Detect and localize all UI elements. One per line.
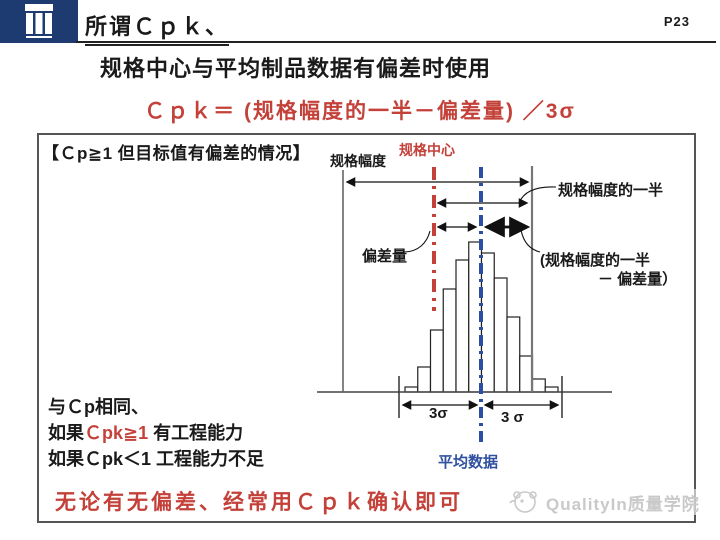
mean-data-label: 平均数据: [438, 454, 499, 471]
watermark: QualityIn质量学院: [504, 489, 703, 515]
note-line2: 如果Ｃpk≧1 有工程能力: [48, 420, 264, 446]
note-line2-prefix: 如果: [48, 423, 84, 443]
half-minus-deviation-label-line2: － 偏差量）: [598, 271, 678, 288]
page-number: P23: [663, 14, 690, 29]
half-minus-deviation-label-line1: (规格幅度的一半: [540, 252, 650, 269]
note-line3: 如果Ｃpk＜1 工程能力不足: [48, 449, 265, 469]
header-divider: [76, 41, 716, 43]
three-sigma-right-label: 3 σ: [501, 409, 524, 426]
cpk-formula: Ｃｐｋ＝ (规格幅度的一半－偏差量) ／3σ: [144, 100, 576, 123]
company-logo: [0, 0, 78, 43]
capability-notes: 与Ｃp相同、 如果Ｃpk≧1 有工程能力 如果Ｃpk＜1 工程能力不足: [48, 394, 264, 472]
spec-width-label: 规格幅度: [330, 153, 386, 169]
spec-center-label: 规格中心: [399, 142, 455, 158]
note-line1: 与Ｃp相同、: [48, 397, 149, 417]
watermark-text: QualityIn质量学院: [546, 494, 700, 514]
building-columns-icon: [25, 4, 53, 38]
page-title: 所谓Ｃｐｋ、: [85, 9, 230, 46]
case-condition-label: 【Ｃp≧1 但目标值有偏差的情况】: [42, 144, 311, 163]
three-sigma-left-label: 3σ: [429, 405, 448, 422]
diagram-frame: [37, 133, 696, 523]
conclusion-text: 无论有无偏差、经常用Ｃｐｋ确认即可: [55, 491, 463, 514]
deviation-label: 偏差量: [362, 248, 408, 265]
slide-subtitle: 规格中心与平均制品数据有偏差时使用: [100, 56, 492, 81]
note-line2-suffix: 有工程能力: [148, 423, 244, 443]
panda-mascot-icon: [509, 491, 537, 513]
half-spec-width-label: 规格幅度的一半: [558, 182, 664, 199]
note-line2-condition: Ｃpk≧1: [84, 423, 149, 443]
